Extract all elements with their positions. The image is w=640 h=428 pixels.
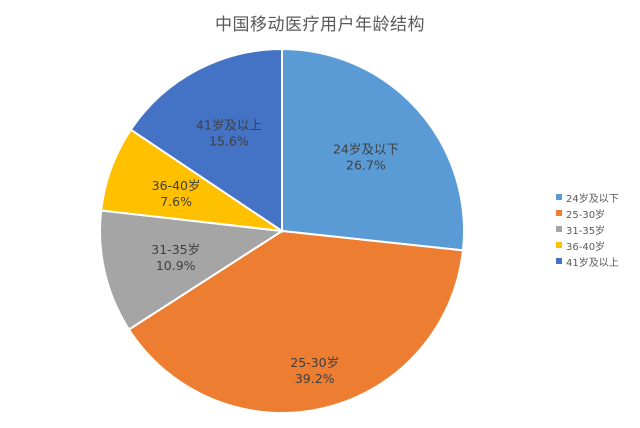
- legend: 24岁及以下 25-30岁 31-35岁 36-40岁 41岁及以上: [556, 189, 640, 269]
- legend-swatch: [556, 242, 562, 248]
- legend-swatch: [556, 258, 562, 264]
- slice-value-label: 15.6%: [209, 133, 249, 148]
- slice-value-label: 39.2%: [295, 371, 335, 386]
- slice-value-label: 7.6%: [160, 194, 192, 209]
- legend-label: 31-35岁: [566, 225, 606, 237]
- legend-label: 24岁及以下: [566, 193, 619, 205]
- pie-slice: [281, 47, 465, 252]
- chart-title: 中国移动医疗用户年龄结构: [215, 15, 425, 35]
- pie-slices: [98, 47, 465, 414]
- legend-swatch: [556, 194, 562, 200]
- legend-swatch: [556, 210, 562, 216]
- legend-item: 25-30岁: [556, 205, 640, 221]
- slice-value-label: 26.7%: [346, 158, 386, 173]
- slice-category-label: 25-30岁: [290, 355, 339, 370]
- slice-category-label: 41岁及以上: [196, 117, 262, 132]
- pie-slice: [129, 47, 283, 233]
- legend-label: 41岁及以上: [566, 257, 619, 269]
- slice-category-label: 31-35岁: [151, 242, 200, 257]
- legend-item: 31-35岁: [556, 221, 640, 237]
- slice-value-label: 10.9%: [156, 258, 196, 273]
- legend-label: 25-30岁: [566, 209, 606, 221]
- legend-item: 41岁及以上: [556, 253, 640, 269]
- legend-swatch: [556, 226, 562, 232]
- pie-slice: [98, 209, 285, 331]
- legend-label: 36-40岁: [566, 241, 606, 253]
- legend-item: 36-40岁: [556, 237, 640, 253]
- slice-category-label: 36-40岁: [152, 178, 201, 193]
- legend-item: 24岁及以下: [556, 189, 640, 205]
- slice-category-label: 24岁及以下: [333, 142, 399, 157]
